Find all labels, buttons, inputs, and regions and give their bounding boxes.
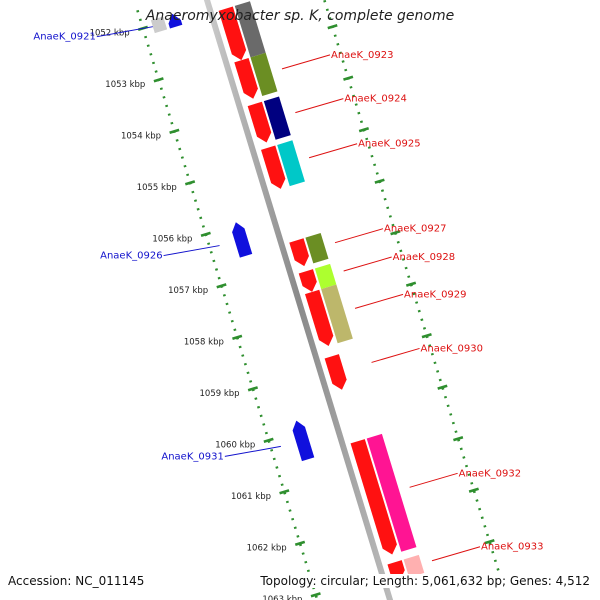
scale-tick [294,540,306,546]
scale-tick [232,334,243,340]
scale-tick [468,487,479,493]
scale-tick [153,77,164,83]
gene-label-leader [163,245,220,257]
gene-label-leader [431,546,481,562]
gene-function-bar [250,52,278,97]
gene-label-leader [96,26,153,38]
scale-line-inner [136,9,319,600]
scale-label: 1060 kbp [215,440,255,450]
scale-tick [216,283,227,289]
gene-label[interactable]: AnaeK_0932 [459,468,521,479]
gene-label[interactable]: AnaeK_0925 [358,139,420,150]
gene-function-bar [403,554,425,578]
reverse-gene-arrow [292,420,315,462]
scale-tick [421,333,432,339]
forward-gene-arrow [218,6,247,61]
gene-tracks [150,1,425,581]
scale-tick [263,437,274,443]
scale-tick [437,384,448,390]
gene-label-leader [409,472,458,488]
gene-labels: AnaeK_0921 AnaeK_0923 AnaeK_0924 AnaeK_0925… [33,26,543,562]
scale-label: 1059 kbp [200,389,240,399]
gene-label[interactable]: AnaeK_0921 [33,32,95,43]
gene-label[interactable]: AnaeK_0933 [481,542,543,553]
gene-function-bar [150,16,168,34]
scale-tick [184,180,196,186]
gene-label[interactable]: AnaeK_0931 [161,451,223,462]
scale-ruler: 1052 kbp 1053 kbp 1054 kbp 1055 kbp 1056 kbp… [90,0,502,600]
scale-label: 1057 kbp [168,286,208,296]
scale-tick [169,128,180,134]
gene-label-leader [308,143,358,159]
gene-label-leader [295,98,344,114]
scale-label: 1058 kbp [184,337,224,347]
gene-label[interactable]: AnaeK_0928 [393,252,455,263]
forward-gene-arrow [234,57,258,99]
genome-backbone [203,0,394,600]
gene-function-bar [277,140,305,187]
scale-label: 1061 kbp [231,492,271,502]
scale-label: 1052 kbp [90,28,130,38]
scale-tick [279,489,290,495]
scale-tick [247,386,259,392]
forward-gene-arrow [350,439,397,555]
gene-label-leader [354,293,404,309]
scale-label: 1063 kbp [262,595,302,600]
scale-line-outer [322,0,502,578]
gene-function-bar [234,1,266,58]
gene-function-bar [366,433,417,552]
forward-gene-arrow [298,269,317,292]
scale-tick [484,539,495,545]
gene-function-bar [305,233,329,264]
forward-gene-arrow [324,354,347,390]
forward-gene-arrow [247,101,272,143]
scale-label: 1054 kbp [121,131,161,141]
scale-tick [405,281,417,287]
forward-gene-arrow [289,238,309,267]
reverse-gene-arrow [168,13,183,29]
gene-function-bar [321,284,353,344]
gene-label[interactable]: AnaeK_0923 [331,50,393,61]
scale-label: 1056 kbp [152,234,192,244]
gene-label[interactable]: AnaeK_0927 [384,224,446,235]
scale-tick [310,592,321,598]
scale-tick [390,230,401,236]
map-title: Anaeromyxobacter sp. K, complete genome [145,8,455,24]
scale-tick [358,127,370,133]
reverse-gene-arrow [232,222,253,258]
scale-label: 1055 kbp [137,183,177,193]
gene-label[interactable]: AnaeK_0926 [100,251,162,262]
backbone-bar [203,0,394,600]
gene-function-bar [263,96,291,140]
scale-tick [200,231,211,237]
accession-text: Accession: NC_011145 [8,574,145,588]
gene-label-leader [371,347,420,363]
gene-label[interactable]: AnaeK_0929 [404,289,466,300]
gene-label-leader [224,445,281,457]
gene-label[interactable]: AnaeK_0924 [344,94,406,105]
gene-label-leader [281,54,331,70]
scale-tick [343,75,354,81]
gene-label[interactable]: AnaeK_0930 [421,343,483,354]
scale-tick [374,178,385,184]
gene-label-leader [343,256,392,272]
genome-summary-text: Topology: circular; Length: 5,061,632 bp… [260,574,590,588]
scale-tick [453,436,464,442]
gene-label-leader [334,228,384,244]
scale-tick [327,24,338,30]
scale-label: 1062 kbp [247,543,287,553]
forward-gene-arrow [305,289,334,346]
forward-gene-arrow [261,145,286,189]
gene-function-bar [314,263,337,290]
scale-label: 1053 kbp [105,80,145,90]
